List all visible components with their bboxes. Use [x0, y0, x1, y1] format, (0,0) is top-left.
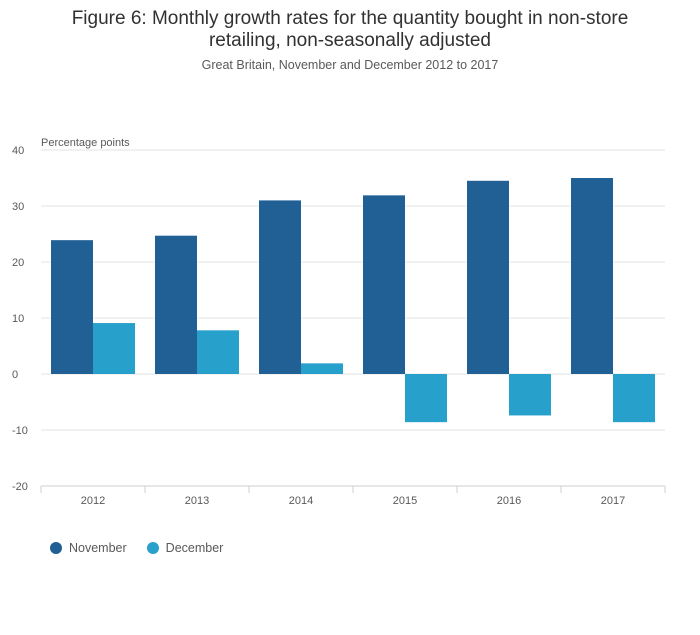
chart-title-line-2: retailing, non-seasonally adjusted	[208, 30, 491, 51]
bar-december-2014	[301, 363, 343, 374]
bar-november-2017	[571, 178, 613, 374]
y-tick-label-40: 40	[12, 145, 24, 157]
bar-november-2014	[259, 200, 301, 374]
y-tick-label-0: 0	[12, 369, 18, 381]
chart-legend: November December	[50, 541, 223, 555]
bar-december-2013	[197, 330, 239, 374]
x-tick-label-2014: 2014	[289, 495, 313, 507]
bar-december-2012	[93, 323, 135, 374]
legend-swatch-december	[146, 542, 159, 554]
legend-swatch-november	[50, 542, 62, 554]
bar-december-2016	[509, 374, 551, 416]
legend-label-december: December	[165, 541, 224, 555]
bar-november-2015	[363, 195, 405, 374]
y-tick-label-20: 20	[12, 257, 24, 269]
bar-december-2017	[613, 374, 655, 423]
legend-item-december: December	[146, 541, 224, 555]
y-tick-label-10: 10	[12, 313, 24, 325]
chart-subtitle: Great Britain, November and December 201…	[201, 58, 499, 72]
x-tick-label-2013: 2013	[185, 495, 209, 507]
x-tick-label-2017: 2017	[601, 495, 625, 507]
x-tick-label-2015: 2015	[393, 495, 417, 507]
bar-november-2016	[467, 180, 509, 374]
y-tick-label--10: -10	[12, 425, 28, 437]
chart-title-line-1: Figure 6: Monthly growth rates for the q…	[71, 8, 629, 29]
bar-november-2012	[51, 240, 93, 374]
y-tick-label-30: 30	[12, 201, 24, 213]
y-axis-label: Percentage points	[41, 137, 130, 149]
legend-item-november: November	[50, 541, 127, 555]
x-tick-label-2016: 2016	[497, 495, 521, 507]
bar-december-2015	[405, 374, 447, 423]
x-tick-label-2012: 2012	[81, 495, 105, 507]
y-tick-label--20: -20	[12, 481, 28, 493]
bar-november-2013	[155, 235, 197, 374]
chart-title: Figure 6: Monthly growth rates for the q…	[0, 8, 700, 52]
legend-label-november: November	[69, 541, 127, 555]
